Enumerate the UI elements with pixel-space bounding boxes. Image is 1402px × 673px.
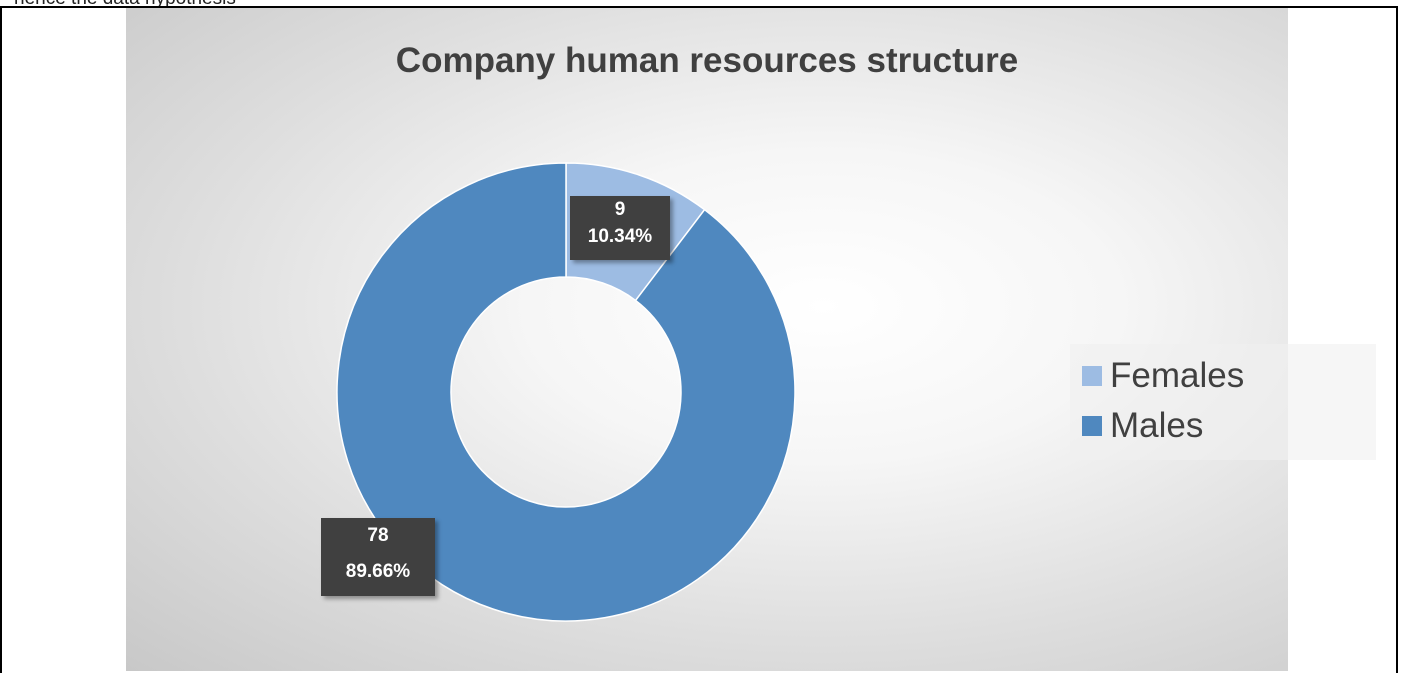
- legend-item-females: Females: [1070, 356, 1244, 396]
- doughnut-chart: [126, 8, 1288, 671]
- legend-label-females: Females: [1110, 356, 1244, 396]
- data-label-males-percent: 89.66%: [321, 554, 435, 590]
- data-label-females: 9 10.34%: [570, 196, 670, 260]
- data-label-females-value: 9: [570, 196, 670, 223]
- legend-label-males: Males: [1110, 406, 1203, 446]
- legend-swatch-females: [1082, 366, 1102, 386]
- legend: Females Males: [1070, 344, 1376, 460]
- page-top: hence the data hypothesis: [0, 0, 1402, 5]
- chart-area: Company human resources structure 9 10.3…: [126, 8, 1288, 671]
- data-label-males-value: 78: [321, 518, 435, 554]
- legend-item-males: Males: [1070, 406, 1203, 446]
- data-label-males: 78 89.66%: [321, 518, 435, 596]
- data-label-females-percent: 10.34%: [570, 223, 670, 250]
- legend-swatch-males: [1082, 416, 1102, 436]
